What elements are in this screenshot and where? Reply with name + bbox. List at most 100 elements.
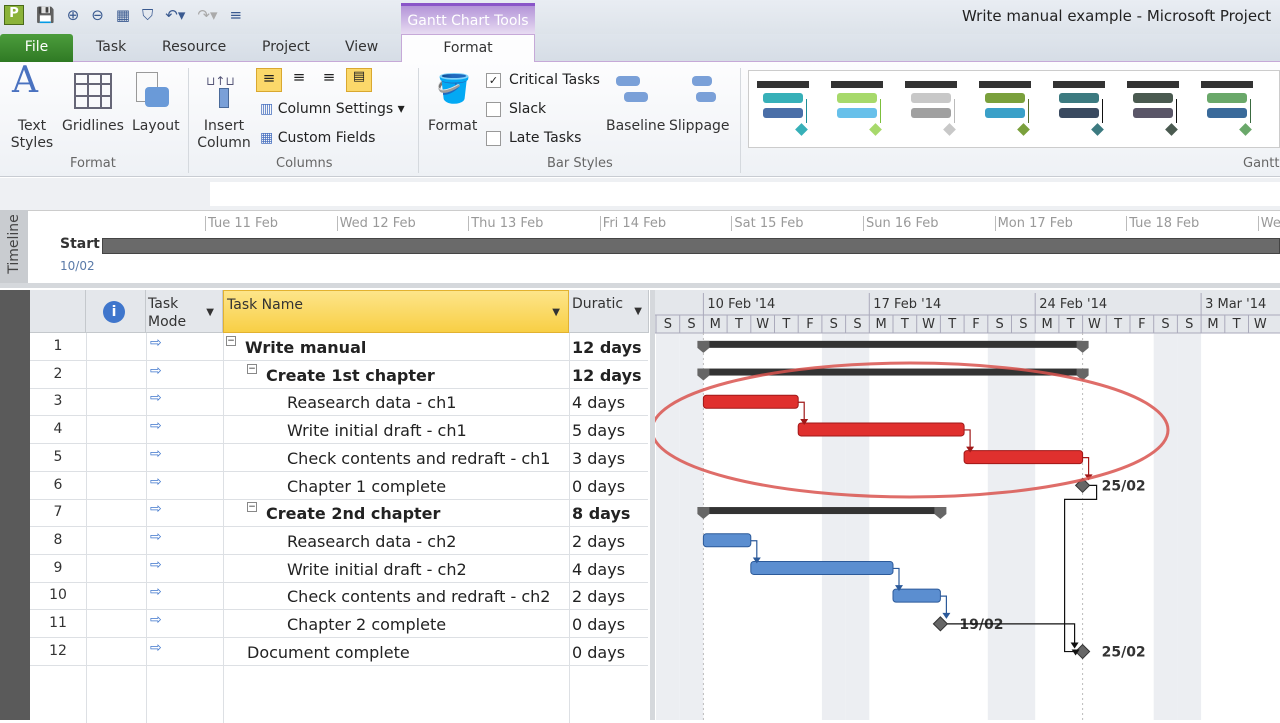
table-row[interactable]: 5 ⇨ Check contents and redraft - ch1 3 days bbox=[30, 444, 648, 472]
critical-task-bar[interactable] bbox=[797, 422, 965, 437]
collapse-icon[interactable]: − bbox=[247, 363, 257, 374]
task-name[interactable]: Reasearch data - ch2 bbox=[287, 531, 457, 551]
table-row[interactable]: 9 ⇨ Write initial draft - ch2 4 days bbox=[30, 555, 648, 583]
custom-fields-button[interactable]: ▦ Custom Fields bbox=[260, 130, 375, 146]
insert-column-button[interactable]: Insert Column bbox=[197, 118, 251, 151]
table-row[interactable]: 10 ⇨ Check contents and redraft - ch2 2 day… bbox=[30, 582, 648, 611]
table-row[interactable]: 1 ⇨ − Write manual 12 days bbox=[30, 333, 648, 361]
task-duration[interactable]: 5 days bbox=[572, 421, 626, 441]
task-duration[interactable]: 12 days bbox=[572, 338, 642, 357]
task-name[interactable]: Check contents and redraft - ch2 bbox=[287, 587, 551, 607]
task-name[interactable]: Check contents and redraft - ch1 bbox=[287, 448, 551, 468]
task-mode-header[interactable]: Task Mode ▼ bbox=[146, 290, 223, 333]
task-duration[interactable]: 0 days bbox=[572, 642, 626, 662]
tab-view[interactable]: View bbox=[345, 39, 379, 55]
text-styles-button[interactable]: Text Styles bbox=[10, 118, 54, 151]
gantt-style-option[interactable] bbox=[905, 79, 961, 141]
task-duration[interactable]: 0 days bbox=[572, 615, 626, 634]
task-name[interactable]: Write manual bbox=[245, 338, 367, 357]
normal-task-bar[interactable] bbox=[702, 533, 752, 548]
duration-header[interactable]: Duratic ▼ bbox=[569, 290, 649, 333]
milestone-marker[interactable] bbox=[932, 616, 949, 632]
task-name[interactable]: Create 1st chapter bbox=[266, 365, 435, 385]
indicators-header[interactable]: i bbox=[86, 290, 146, 333]
split-bar[interactable] bbox=[650, 290, 655, 720]
redo-icon[interactable]: ↷▾ bbox=[197, 6, 218, 24]
timeline-bar[interactable] bbox=[102, 238, 1280, 254]
task-name[interactable]: Document complete bbox=[247, 642, 410, 662]
align-left-icon[interactable]: ≡ bbox=[256, 68, 282, 92]
dropdown-arrow-icon[interactable]: ▼ bbox=[206, 307, 214, 318]
task-name[interactable]: Chapter 1 complete bbox=[287, 476, 447, 496]
table-row[interactable]: 11 ⇨ Chapter 2 complete 0 days bbox=[30, 610, 648, 638]
baseline-button[interactable]: Baseline bbox=[606, 118, 666, 134]
column-settings-button[interactable]: ▥ Column Settings ▾ bbox=[260, 101, 405, 117]
gantt-style-option[interactable] bbox=[979, 79, 1035, 141]
tab-resource[interactable]: Resource bbox=[162, 39, 227, 55]
task-duration[interactable]: 4 days bbox=[572, 393, 626, 413]
entry-field[interactable] bbox=[210, 182, 1280, 206]
row-header-corner[interactable] bbox=[30, 290, 86, 333]
dropdown-arrow-icon[interactable]: ▼ bbox=[634, 306, 642, 317]
collapse-icon[interactable]: − bbox=[247, 502, 257, 513]
critical-task-bar[interactable] bbox=[963, 450, 1084, 465]
task-duration[interactable]: 8 days bbox=[572, 504, 631, 524]
layout-button[interactable]: Layout bbox=[132, 118, 180, 134]
dropdown-arrow-icon[interactable]: ▼ bbox=[552, 307, 560, 318]
tab-file[interactable]: File bbox=[0, 34, 73, 62]
tab-task[interactable]: Task bbox=[96, 39, 127, 55]
task-name-header[interactable]: Task Name ▼ bbox=[223, 290, 569, 333]
table-row[interactable]: 4 ⇨ Write initial draft - ch1 5 days bbox=[30, 416, 648, 445]
wrap-text-icon[interactable]: ▤ bbox=[346, 68, 372, 92]
tab-project[interactable]: Project bbox=[262, 39, 310, 55]
gantt-style-option[interactable] bbox=[757, 79, 813, 141]
gantt-style-option[interactable] bbox=[1053, 79, 1109, 141]
critical-tasks-label: Critical Tasks bbox=[509, 72, 600, 88]
critical-task-bar[interactable] bbox=[702, 394, 799, 409]
critical-tasks-checkbox[interactable]: ✓ Critical Tasks bbox=[486, 72, 600, 88]
summary-bar[interactable] bbox=[703, 368, 1083, 376]
task-duration[interactable]: 3 days bbox=[572, 448, 626, 468]
dependency-link bbox=[798, 401, 805, 421]
scroll-to-task-icon[interactable]: ▦ bbox=[115, 6, 131, 24]
task-duration[interactable]: 0 days bbox=[572, 476, 626, 496]
gridlines-button[interactable]: Gridlines bbox=[62, 118, 124, 134]
align-center-icon[interactable]: ≡ bbox=[292, 68, 306, 86]
gantt-style-option[interactable] bbox=[1201, 79, 1257, 141]
table-row[interactable]: 8 ⇨ Reasearch data - ch2 2 days bbox=[30, 527, 648, 555]
undo-icon[interactable]: ↶▾ bbox=[165, 6, 186, 24]
gantt-style-option[interactable] bbox=[831, 79, 887, 141]
task-duration[interactable]: 12 days bbox=[572, 365, 642, 385]
table-row[interactable]: 7 ⇨ − Create 2nd chapter 8 days bbox=[30, 499, 648, 528]
late-tasks-checkbox[interactable]: Late Tasks bbox=[486, 130, 581, 146]
zoom-in-icon[interactable]: ⊕ bbox=[66, 6, 80, 24]
table-row[interactable]: 3 ⇨ Reasearch data - ch1 4 days bbox=[30, 388, 648, 417]
slack-checkbox[interactable]: Slack bbox=[486, 101, 546, 117]
task-duration[interactable]: 4 days bbox=[572, 559, 626, 579]
gantt-style-option[interactable] bbox=[1127, 79, 1183, 141]
normal-task-bar[interactable] bbox=[750, 560, 894, 575]
task-duration[interactable]: 2 days bbox=[572, 587, 626, 607]
task-duration[interactable]: 2 days bbox=[572, 531, 626, 551]
tab-format[interactable]: Format bbox=[401, 34, 535, 63]
task-name[interactable]: Create 2nd chapter bbox=[266, 504, 441, 524]
table-row[interactable]: 6 ⇨ Chapter 1 complete 0 days bbox=[30, 472, 648, 500]
task-name[interactable]: Write initial draft - ch1 bbox=[287, 421, 467, 441]
summary-bar[interactable] bbox=[703, 507, 941, 515]
milestone-marker[interactable] bbox=[1074, 643, 1091, 660]
summary-bar[interactable] bbox=[703, 340, 1083, 348]
align-right-icon[interactable]: ≡ bbox=[322, 68, 336, 86]
task-name[interactable]: Write initial draft - ch2 bbox=[287, 559, 467, 579]
filter-icon[interactable]: ⛉ bbox=[142, 6, 154, 24]
zoom-out-icon[interactable]: ⊖ bbox=[91, 6, 104, 24]
task-name[interactable]: Reasearch data - ch1 bbox=[287, 393, 457, 413]
slippage-button[interactable]: Slippage bbox=[669, 118, 730, 134]
customize-toolbar-icon[interactable]: ≡ bbox=[229, 6, 243, 24]
collapse-icon[interactable]: − bbox=[226, 336, 236, 346]
normal-task-bar[interactable] bbox=[892, 588, 941, 603]
save-icon[interactable]: 💾 bbox=[36, 6, 55, 24]
table-row[interactable]: 12 ⇨ Document complete 0 days bbox=[30, 638, 648, 666]
format-button[interactable]: Format bbox=[428, 118, 478, 134]
task-name[interactable]: Chapter 2 complete bbox=[287, 615, 447, 634]
table-row[interactable]: 2 ⇨ − Create 1st chapter 12 days bbox=[30, 361, 648, 389]
